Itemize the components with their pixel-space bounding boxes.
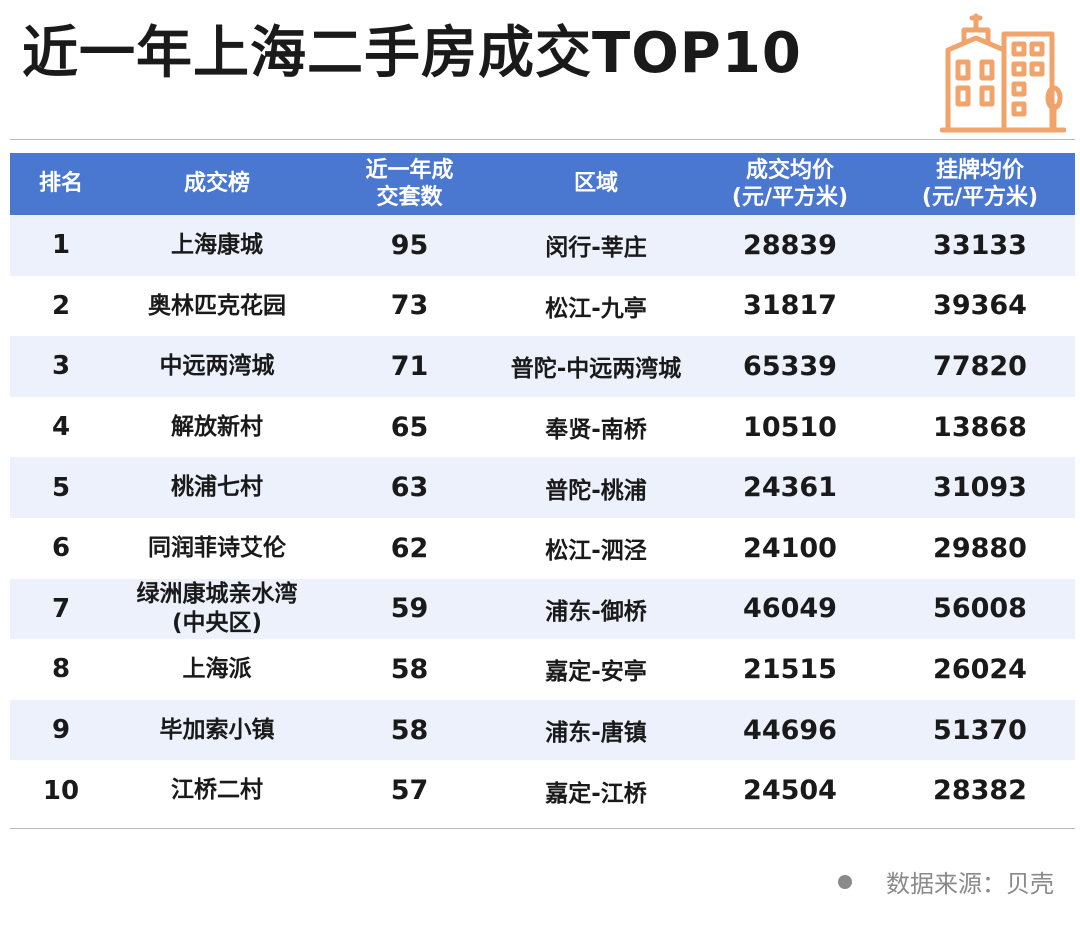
- name-cell: 上海康城: [112, 215, 322, 276]
- name-cell: 毕加索小镇: [112, 699, 322, 761]
- list-price-cell: 31093: [885, 457, 1075, 518]
- list-price-cell: 77820: [885, 336, 1075, 397]
- deal-price-cell: 44696: [695, 699, 885, 761]
- deal-price-cell: 21515: [695, 639, 885, 700]
- source-text: 数据来源：贝壳: [886, 870, 1054, 898]
- deals-cell: 65: [322, 396, 497, 458]
- list-price-cell: 28382: [885, 760, 1075, 821]
- rank-cell: 3: [10, 336, 112, 397]
- deals-cell: 73: [322, 275, 497, 337]
- rank-cell: 4: [10, 396, 112, 458]
- area-cell: 嘉定-安亭: [497, 639, 695, 700]
- area-cell: 嘉定-江桥: [497, 760, 695, 821]
- deal-price-cell: 46049: [695, 578, 885, 640]
- list-price-cell: 56008: [885, 578, 1075, 640]
- area-cell: 浦东-唐镇: [497, 699, 695, 761]
- area-cell: 松江-泗泾: [497, 517, 695, 579]
- ranking-table: 排名 成交榜 近一年成 交套数 区域 成交均价 (元/平方米) 挂牌均价 (元/平方米…: [10, 153, 1075, 821]
- list-price-cell: 33133: [885, 215, 1075, 276]
- list-price-cell: 29880: [885, 517, 1075, 579]
- list-price-cell: 13868: [885, 396, 1075, 458]
- deals-cell: 58: [322, 639, 497, 700]
- area-cell: 普陀-中远两湾城: [497, 336, 695, 397]
- table-row: 5 桃浦七村 63 普陀-桃浦 24361 31093: [10, 457, 1075, 518]
- header-area: 区域: [497, 153, 695, 215]
- deal-price-cell: 10510: [695, 396, 885, 458]
- area-cell: 奉贤-南桥: [497, 396, 695, 458]
- deals-cell: 63: [322, 457, 497, 518]
- source-note: 数据来源：贝壳: [838, 864, 1054, 899]
- table-row: 7 绿洲康城亲水湾 (中央区) 59 浦东-御桥 46049 56008: [10, 578, 1075, 640]
- deals-cell: 71: [322, 336, 497, 397]
- table-row: 6 同润菲诗艾伦 62 松江-泗泾 24100 29880: [10, 517, 1075, 579]
- deals-cell: 57: [322, 760, 497, 821]
- bottom-divider: [10, 828, 1075, 829]
- rank-cell: 10: [10, 760, 112, 821]
- deal-price-cell: 31817: [695, 275, 885, 337]
- deals-cell: 62: [322, 517, 497, 579]
- header-list-price: 挂牌均价 (元/平方米): [885, 153, 1075, 215]
- top-divider: [10, 139, 1075, 140]
- list-price-cell: 39364: [885, 275, 1075, 337]
- deal-price-cell: 24504: [695, 760, 885, 821]
- name-cell: 中远两湾城: [112, 336, 322, 397]
- deals-cell: 95: [322, 215, 497, 276]
- deals-cell: 58: [322, 699, 497, 761]
- table-header-row: 排名 成交榜 近一年成 交套数 区域 成交均价 (元/平方米) 挂牌均价 (元/平方米…: [10, 153, 1075, 215]
- name-cell: 解放新村: [112, 396, 322, 458]
- deal-price-cell: 65339: [695, 336, 885, 397]
- header-name: 成交榜: [112, 153, 322, 215]
- area-cell: 松江-九亭: [497, 275, 695, 337]
- list-price-cell: 26024: [885, 639, 1075, 700]
- table-row: 1 上海康城 95 闵行-莘庄 28839 33133: [10, 215, 1075, 276]
- area-cell: 浦东-御桥: [497, 578, 695, 640]
- list-price-cell: 51370: [885, 699, 1075, 761]
- name-cell: 同润菲诗艾伦: [112, 517, 322, 579]
- table-row: 9 毕加索小镇 58 浦东-唐镇 44696 51370: [10, 699, 1075, 761]
- rank-cell: 5: [10, 457, 112, 518]
- deals-cell: 59: [322, 578, 497, 640]
- rank-cell: 6: [10, 517, 112, 579]
- page-title: 近一年上海二手房成交TOP10: [22, 21, 802, 86]
- name-cell: 上海派: [112, 639, 322, 700]
- table-row: 10 江桥二村 57 嘉定-江桥 24504 28382: [10, 760, 1075, 821]
- header-rank: 排名: [10, 153, 112, 215]
- bullet-icon: [838, 874, 852, 889]
- deal-price-cell: 24100: [695, 517, 885, 579]
- rank-cell: 2: [10, 275, 112, 337]
- area-cell: 闵行-莘庄: [497, 215, 695, 276]
- deal-price-cell: 24361: [695, 457, 885, 518]
- rank-cell: 8: [10, 639, 112, 700]
- deal-price-cell: 28839: [695, 215, 885, 276]
- table-row: 8 上海派 58 嘉定-安亭 21515 26024: [10, 639, 1075, 700]
- table-row: 2 奥林匹克花园 73 松江-九亭 31817 39364: [10, 275, 1075, 337]
- table-row: 4 解放新村 65 奉贤-南桥 10510 13868: [10, 396, 1075, 458]
- name-cell: 奥林匹克花园: [112, 275, 322, 337]
- header-deal-price: 成交均价 (元/平方米): [695, 153, 885, 215]
- table-row: 3 中远两湾城 71 普陀-中远两湾城 65339 77820: [10, 336, 1075, 397]
- rank-cell: 9: [10, 699, 112, 761]
- header-deals: 近一年成 交套数: [322, 153, 497, 215]
- name-cell: 绿洲康城亲水湾 (中央区): [112, 578, 322, 640]
- name-cell: 江桥二村: [112, 760, 322, 821]
- rank-cell: 1: [10, 215, 112, 276]
- buildings-icon: [939, 8, 1067, 136]
- rank-cell: 7: [10, 578, 112, 640]
- name-cell: 桃浦七村: [112, 457, 322, 518]
- area-cell: 普陀-桃浦: [497, 457, 695, 518]
